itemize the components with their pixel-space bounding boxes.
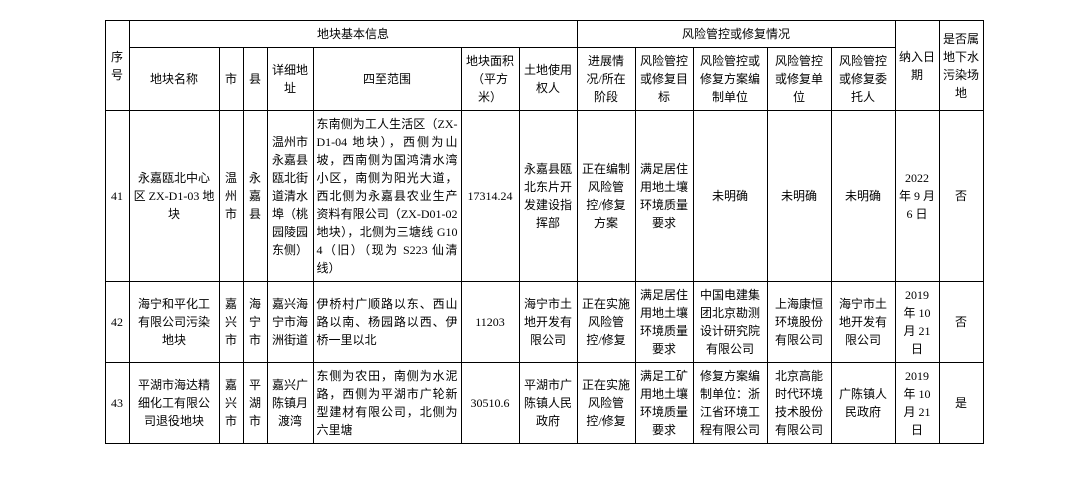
cell-repair-unit: 北京高能时代环境技术股份有限公司	[767, 363, 831, 444]
cell-city: 嘉兴市	[219, 282, 243, 363]
cell-user: 永嘉县瓯北东片开发建设指挥部	[519, 111, 577, 282]
cell-date: 2019 年 10 月 21 日	[895, 282, 939, 363]
cell-county: 永嘉县	[243, 111, 267, 282]
cell-progress: 正在编制风险管控/修复方案	[577, 111, 635, 282]
cell-date: 2019 年 10 月 21 日	[895, 363, 939, 444]
header-name: 地块名称	[129, 48, 219, 111]
cell-county: 平湖市	[243, 363, 267, 444]
header-county: 县	[243, 48, 267, 111]
table-header: 序号 地块基本信息 风险管控或修复情况 纳入日期 是否属地下水污染场地 地块名称…	[105, 21, 983, 111]
cell-area: 17314.24	[461, 111, 519, 282]
cell-target: 满足居住用地土壤环境质量要求	[635, 282, 693, 363]
header-city: 市	[219, 48, 243, 111]
cell-plan-unit: 中国电建集团北京勘测设计研究院有限公司	[693, 282, 767, 363]
cell-client: 广陈镇人民政府	[831, 363, 895, 444]
header-address: 详细地址	[267, 48, 313, 111]
cell-name: 平湖市海达精细化工有限公司退役地块	[129, 363, 219, 444]
cell-repair-unit: 上海康恒环境股份有限公司	[767, 282, 831, 363]
cell-progress: 正在实施风险管控/修复	[577, 363, 635, 444]
cell-county: 海宁市	[243, 282, 267, 363]
cell-scope: 东侧为农田，南侧为水泥路，西侧为平湖市广轮新型建材有限公司，北侧为六里塘	[313, 363, 461, 444]
header-progress: 进展情况/所在阶段	[577, 48, 635, 111]
cell-plan-unit: 修复方案编制单位：浙江省环境工程有限公司	[693, 363, 767, 444]
cell-name: 永嘉瓯北中心区 ZX-D1-03 地块	[129, 111, 219, 282]
cell-scope: 东南侧为工人生活区（ZX-D1-04 地块），西侧为山坡，西南侧为国鸿清水湾小区…	[313, 111, 461, 282]
cell-target: 满足工矿用地土壤环境质量要求	[635, 363, 693, 444]
cell-address: 嘉兴广陈镇月渡湾	[267, 363, 313, 444]
header-group-risk: 风险管控或修复情况	[577, 21, 895, 48]
header-groundwater: 是否属地下水污染场地	[939, 21, 983, 111]
header-target: 风险管控或修复目标	[635, 48, 693, 111]
table-row: 42 海宁和平化工有限公司污染地块 嘉兴市 海宁市 嘉兴海宁市海洲街道 伊桥村广…	[105, 282, 983, 363]
cell-date: 2022 年 9 月 6 日	[895, 111, 939, 282]
cell-area: 11203	[461, 282, 519, 363]
cell-client: 未明确	[831, 111, 895, 282]
table-body: 41 永嘉瓯北中心区 ZX-D1-03 地块 温州市 永嘉县 温州市永嘉县瓯北街…	[105, 111, 983, 444]
header-scope: 四至范围	[313, 48, 461, 111]
cell-seq: 43	[105, 363, 129, 444]
header-seq: 序号	[105, 21, 129, 111]
table-row: 41 永嘉瓯北中心区 ZX-D1-03 地块 温州市 永嘉县 温州市永嘉县瓯北街…	[105, 111, 983, 282]
cell-groundwater: 否	[939, 111, 983, 282]
cell-seq: 42	[105, 282, 129, 363]
cell-groundwater: 是	[939, 363, 983, 444]
cell-user: 平湖市广陈镇人民政府	[519, 363, 577, 444]
land-risk-table: 序号 地块基本信息 风险管控或修复情况 纳入日期 是否属地下水污染场地 地块名称…	[105, 20, 984, 444]
cell-repair-unit: 未明确	[767, 111, 831, 282]
cell-area: 30510.6	[461, 363, 519, 444]
cell-groundwater: 否	[939, 282, 983, 363]
header-plan-unit: 风险管控或修复方案编制单位	[693, 48, 767, 111]
cell-name: 海宁和平化工有限公司污染地块	[129, 282, 219, 363]
cell-city: 嘉兴市	[219, 363, 243, 444]
header-user: 土地使用权人	[519, 48, 577, 111]
header-client: 风险管控或修复委托人	[831, 48, 895, 111]
header-date: 纳入日期	[895, 21, 939, 111]
cell-client: 海宁市土地开发有限公司	[831, 282, 895, 363]
header-group-basic: 地块基本信息	[129, 21, 577, 48]
cell-address: 温州市永嘉县瓯北街道清水埠（桃园陵园东侧）	[267, 111, 313, 282]
cell-seq: 41	[105, 111, 129, 282]
cell-scope: 伊桥村广顺路以东、西山路以南、杨园路以西、伊桥一里以北	[313, 282, 461, 363]
table-row: 43 平湖市海达精细化工有限公司退役地块 嘉兴市 平湖市 嘉兴广陈镇月渡湾 东侧…	[105, 363, 983, 444]
cell-address: 嘉兴海宁市海洲街道	[267, 282, 313, 363]
cell-city: 温州市	[219, 111, 243, 282]
header-area: 地块面积（平方米）	[461, 48, 519, 111]
cell-user: 海宁市土地开发有限公司	[519, 282, 577, 363]
cell-target: 满足居住用地土壤环境质量要求	[635, 111, 693, 282]
header-repair-unit: 风险管控或修复单位	[767, 48, 831, 111]
cell-progress: 正在实施风险管控/修复	[577, 282, 635, 363]
cell-plan-unit: 未明确	[693, 111, 767, 282]
